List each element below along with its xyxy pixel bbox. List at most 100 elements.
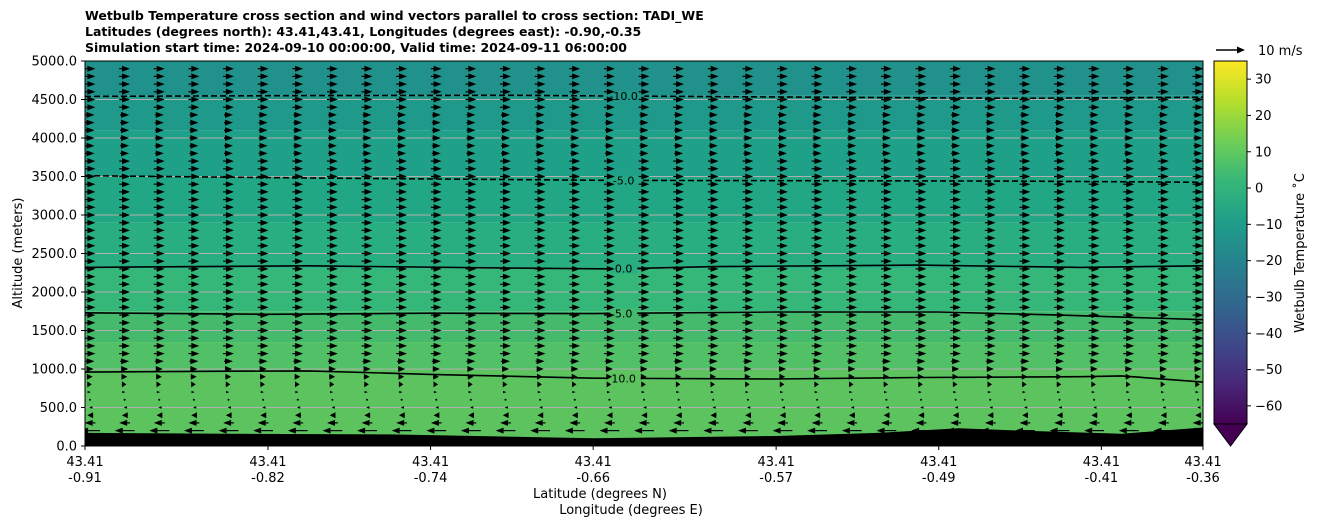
wind-vector-head [675,127,684,134]
wind-vector-head [191,104,200,111]
wind-vector-head [1091,219,1100,226]
wind-vector-head [329,373,336,380]
wind-vector-head [399,304,407,311]
wind-vector-head [433,96,442,103]
wind-vector-head [295,235,304,242]
wind-vector-head [191,73,200,80]
wind-vector-head [779,96,788,103]
wind-vector-head [634,427,643,434]
wind-vector-head [572,73,581,80]
wind-vector-head [156,204,165,211]
wind-vector-head [781,406,785,409]
wind-vector-head [398,111,407,118]
wind-vector-head [363,119,372,126]
wind-vector-head [295,181,304,188]
wind-vector-head [1056,381,1062,388]
wind-vector-head [710,165,719,172]
wind-vector-head [86,111,95,118]
wind-vector-head [710,390,715,394]
wind-vector-head [953,250,961,257]
wind-vector-head [1022,227,1031,234]
wind-vector-head [399,327,407,334]
wind-vector-head [399,73,407,80]
wind-vector-head [536,366,544,372]
title-line-1: Wetbulb Temperature cross section and wi… [85,8,704,23]
wind-vector-head [468,296,477,303]
wind-vector-head [398,366,406,372]
wind-vector-head [329,412,336,419]
wind-vector-head [710,158,719,165]
wind-vector [885,398,888,401]
wind-vector-head [1056,158,1065,165]
wind-vector-head [296,406,301,409]
wind-vector-head [1195,81,1203,88]
wind-vector-head [122,296,130,303]
wind-vector-head [846,419,855,426]
wind-vector-head [952,381,958,388]
wind-vector-head [1091,81,1100,88]
wind-vector-head [744,135,753,141]
wind-vector-head [954,406,958,409]
wind-vector-head [572,81,581,88]
wind-vector-head [366,406,370,409]
wind-vector-head [641,296,650,303]
wind-vector-head [329,181,338,188]
wind-vector-head [641,73,650,80]
terrain-area [85,427,1203,446]
wind-vector-head [779,88,788,95]
wind-vector-head [260,227,269,234]
wind-vector-head [1022,212,1031,218]
wind-vector-head [329,327,338,334]
wind-vector-head [1125,373,1132,380]
wind-vector-head [1160,289,1169,295]
wind-vector-head [710,312,719,319]
wind-vector-head [987,258,996,265]
wind-vector-head [1125,142,1134,149]
wind-vector-head [502,127,510,134]
wind-vector-head [676,227,684,234]
wind-vector-head [399,96,407,103]
wind-vector-head [396,419,405,426]
wind-vector-head [260,204,269,211]
wind-vector-head [952,119,961,126]
wind-vector-head [1091,250,1100,257]
wind-vector-head [849,319,858,326]
wind-vector-head [329,319,338,326]
wind-vector-head [953,181,961,188]
wind-vector-head [1160,204,1169,211]
wind-vector-head [710,173,719,180]
wind-vector-head [918,104,927,111]
wind-vector-head [433,312,442,319]
wind-vector-head [122,342,130,349]
wind-vector-head [779,188,788,195]
wind-vector-head [1022,173,1031,180]
wind-vector-head [1160,181,1169,188]
wind-vector-head [606,181,615,188]
wind-vector-head [641,412,648,419]
wind-vector [504,398,507,401]
wind-vector-head [987,173,996,180]
wind-vector-head [849,235,858,242]
wind-vector-head [225,173,234,180]
wind-vector-head [883,273,892,280]
wind-vector-head [294,135,303,141]
wind-vector-head [1126,273,1135,280]
wind-vector-head [190,135,199,141]
wind-vector-head [504,406,508,409]
wind-vector-head [814,181,823,188]
wind-vector-head [675,119,684,126]
wind-vector-head [606,412,613,419]
wind-vector-head [814,350,823,357]
wind-vector-head [849,219,858,226]
wind-vector-head [640,119,649,126]
wind-vector-head [814,373,820,380]
wind-vector-head [606,265,615,272]
wind-vector-head [814,327,823,334]
wind-vector-head [364,104,373,111]
wind-vector-head [468,188,477,195]
wind-vector-head [328,150,337,157]
wind-vector-head [432,150,441,157]
x-tick-label-lon: -0.49 [922,471,956,486]
wind-vector-head [676,289,684,295]
